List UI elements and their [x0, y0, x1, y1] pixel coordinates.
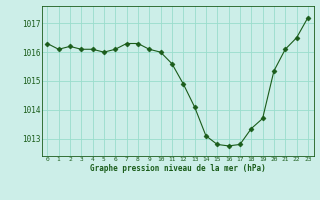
X-axis label: Graphe pression niveau de la mer (hPa): Graphe pression niveau de la mer (hPa)	[90, 164, 266, 173]
